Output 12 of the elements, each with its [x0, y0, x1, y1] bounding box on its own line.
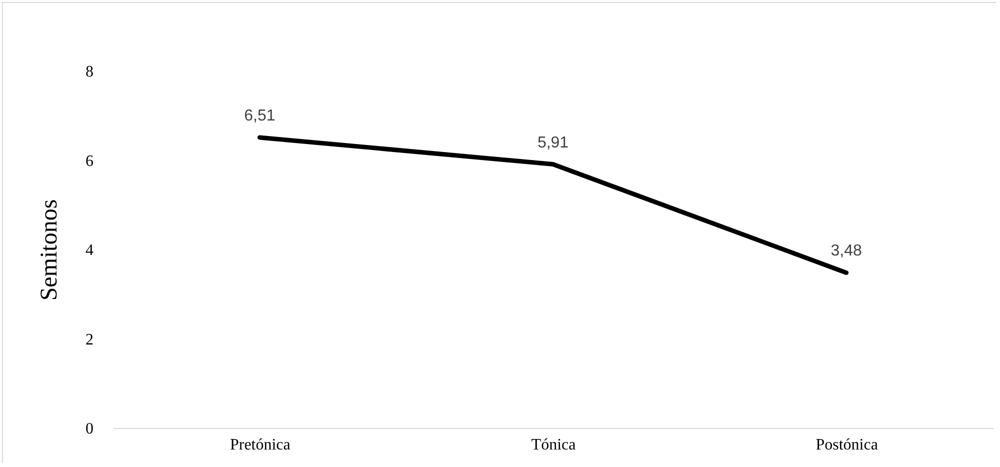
x-tick-label: Postónica [816, 436, 878, 454]
data-label: 3,48 [830, 242, 862, 260]
y-tick-label: 0 [86, 420, 94, 438]
y-tick-label: 4 [86, 242, 94, 259]
y-tick-label: 8 [86, 64, 94, 80]
y-tick-label: 2 [86, 331, 94, 348]
x-tick-label: Pretónica [230, 436, 290, 454]
y-tick-label: 6 [86, 152, 94, 170]
x-tick-label: Tónica [531, 436, 576, 454]
data-label: 6,51 [244, 107, 276, 124]
y-axis-title: Semitonos [36, 199, 62, 301]
data-label: 5,91 [537, 134, 569, 152]
